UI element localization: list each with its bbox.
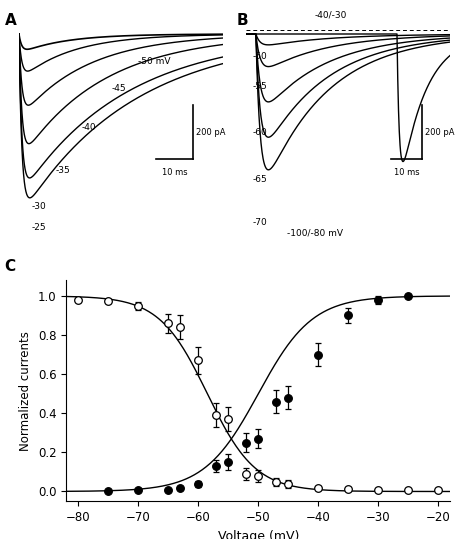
Text: -50: -50 xyxy=(253,52,267,61)
Text: -25: -25 xyxy=(32,223,46,232)
Text: -40/-30: -40/-30 xyxy=(315,10,347,19)
Text: C: C xyxy=(5,259,16,274)
Text: 200 pA: 200 pA xyxy=(425,128,454,136)
Text: -50 mV: -50 mV xyxy=(137,57,170,66)
Text: -40: -40 xyxy=(82,123,97,132)
Text: -35: -35 xyxy=(56,166,71,175)
Text: B: B xyxy=(237,13,249,29)
Text: A: A xyxy=(5,13,17,29)
X-axis label: Voltage (mV): Voltage (mV) xyxy=(218,529,299,539)
Text: -100/-80 mV: -100/-80 mV xyxy=(287,228,344,237)
Text: -55: -55 xyxy=(253,82,267,91)
Text: -45: -45 xyxy=(111,84,126,93)
Text: 200 pA: 200 pA xyxy=(196,128,226,136)
Text: 10 ms: 10 ms xyxy=(393,168,419,177)
Text: -70: -70 xyxy=(253,218,267,226)
Text: -60: -60 xyxy=(253,128,267,137)
Text: -30: -30 xyxy=(32,202,46,211)
Y-axis label: Normalized currents: Normalized currents xyxy=(19,331,32,451)
Text: -65: -65 xyxy=(253,175,267,184)
Text: 10 ms: 10 ms xyxy=(162,168,187,177)
